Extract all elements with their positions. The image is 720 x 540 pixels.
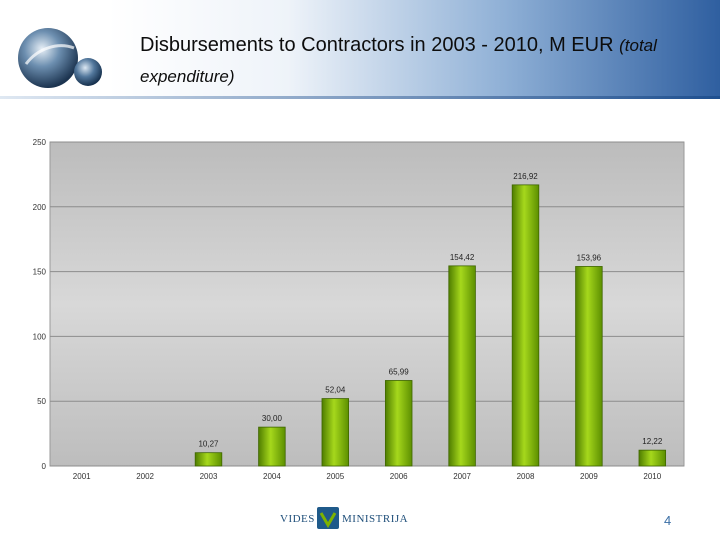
x-tick-label-2010: 2010	[643, 472, 661, 481]
bar-2010	[638, 449, 667, 467]
ministry-emblem-icon	[317, 507, 339, 529]
bar-2009	[575, 266, 603, 467]
disbursements-bar-chart: 10,27 30,00 52,04 65,99 154,42 216,92 153,96 12…	[33, 138, 685, 481]
header-banner	[0, 0, 720, 96]
y-tick-label: 50	[37, 397, 46, 406]
x-tick-label-2007: 2007	[453, 472, 471, 481]
bar-2006	[384, 380, 413, 467]
bar-2005	[321, 398, 350, 467]
y-tick-label: 150	[33, 268, 47, 277]
x-tick-label-2004: 2004	[263, 472, 281, 481]
x-tick-label-2001: 2001	[73, 472, 91, 481]
bar-2003	[194, 452, 223, 467]
title-subtitle: (total expenditure)	[140, 36, 657, 86]
footer-logo-left: VIDES	[280, 513, 315, 525]
x-tick-label-2003: 2003	[200, 472, 218, 481]
footer-logo-right: MINISTRIJA	[342, 513, 408, 525]
y-tick-label: 0	[42, 462, 47, 471]
y-tick-label: 100	[33, 332, 47, 341]
data-label-2006: 65,99	[389, 367, 410, 376]
bar-2007	[448, 265, 476, 467]
footer-logo: VIDES MINISTRIJA	[280, 507, 408, 529]
page-number: 4	[664, 513, 672, 528]
y-tick-label: 250	[33, 138, 47, 147]
data-label-2010: 12,22	[642, 437, 663, 446]
x-tick-label-2009: 2009	[580, 472, 598, 481]
x-tick-label-2005: 2005	[326, 472, 344, 481]
globe-logo-icon	[18, 28, 102, 88]
data-label-2004: 30,00	[262, 414, 283, 423]
header-divider	[0, 96, 720, 99]
title-main: Disbursements to Contractors in 2003 - 2…	[140, 34, 614, 56]
data-label-2008: 216,92	[513, 172, 538, 181]
slide-title: Disbursements to Contractors in 2003 - 2…	[140, 30, 700, 92]
bar-2008	[511, 184, 540, 467]
x-tick-label-2008: 2008	[517, 472, 535, 481]
y-tick-label: 200	[33, 203, 47, 212]
data-label-2003: 10,27	[198, 440, 219, 449]
bar-2004	[258, 426, 286, 467]
x-tick-label-2002: 2002	[136, 472, 154, 481]
data-label-2009: 153,96	[577, 253, 602, 262]
data-label-2005: 52,04	[325, 386, 346, 395]
x-tick-label-2006: 2006	[390, 472, 408, 481]
data-label-2007: 154,42	[450, 253, 475, 262]
